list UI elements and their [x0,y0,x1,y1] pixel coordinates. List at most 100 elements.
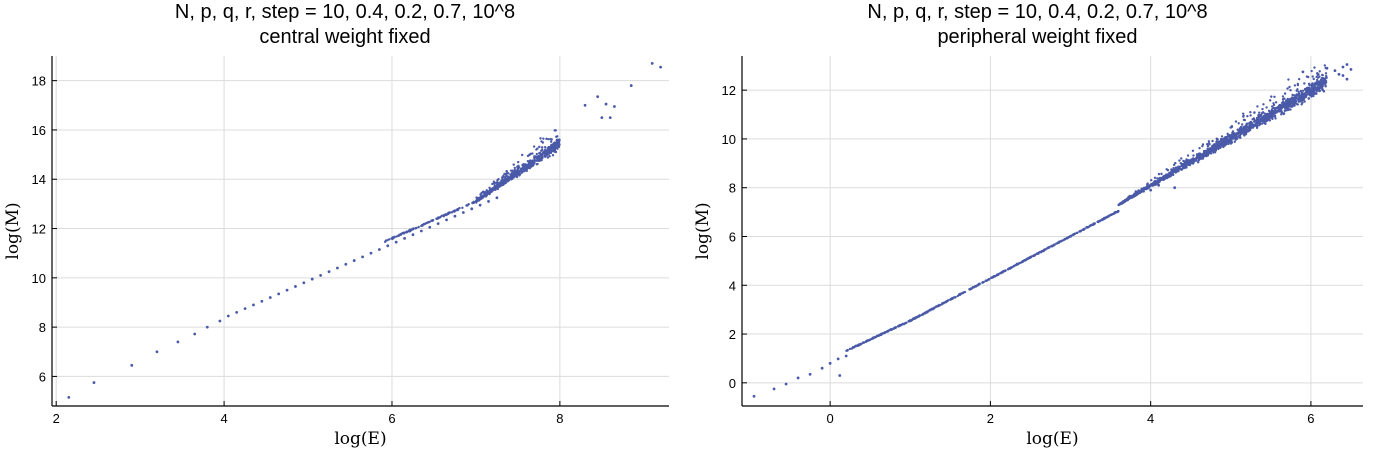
cloud-point [477,198,480,201]
cloud-point [1182,159,1185,163]
cloud-point [1293,104,1296,107]
cloud-point [1246,122,1249,125]
cloud-point [1300,99,1304,103]
cloud-point [417,225,420,229]
cloud-point [517,170,521,173]
cloud-point [509,175,512,179]
cloud-point [1293,102,1297,105]
cloud-point [493,182,496,185]
cloud-point [865,339,868,343]
cloud-point [1270,111,1273,114]
data-point-15 [1349,68,1353,71]
cloud-point [1298,96,1301,99]
cloud-point [1098,219,1102,223]
cloud-point [1228,138,1231,141]
cloud-point [1211,145,1214,148]
cloud-point [954,295,957,299]
y-tick-label-0: 0 [729,376,736,391]
cloud-point [1153,176,1157,179]
cloud-point [1267,109,1271,113]
cloud-point [548,155,551,158]
cloud-point [446,212,450,215]
cloud-point [1274,117,1277,120]
data-point-8 [226,314,230,318]
cloud-point [503,172,506,176]
data-point-3 [796,376,800,380]
cloud-point [1057,241,1061,244]
cloud-point [1323,64,1327,67]
cloud-point [1301,101,1304,105]
cloud-point [1315,78,1319,82]
cloud-point [481,196,484,199]
cloud-point [509,173,512,177]
cloud-point [936,305,939,308]
cloud-point [1166,174,1169,177]
cloud-point [1234,132,1237,136]
cloud-point [1160,172,1163,176]
cloud-point [538,159,541,162]
cloud-point [1324,72,1328,75]
cloud-point [1274,101,1278,104]
cloud-point [1142,187,1145,191]
data-point-20 [327,270,331,274]
data-point-33 [436,222,440,226]
data-point-19 [319,273,323,277]
cloud-point [1159,177,1162,181]
cloud-point [1229,142,1233,145]
cloud-point [1281,95,1285,98]
cloud-point [1014,264,1017,267]
cloud-point [1316,83,1320,86]
y-tick-label-6: 12 [722,83,736,98]
data-point-39 [487,200,490,203]
cloud-point [1180,167,1184,171]
cloud-point [529,160,532,163]
cloud-point [963,290,967,294]
cloud-point [1184,165,1188,169]
chart-panel-right: N, p, q, r, step = 10, 0.4, 0.2, 0.7, 10… [692,0,1383,451]
cloud-point [491,187,495,190]
cloud-point [1273,115,1277,118]
cloud-point [554,129,557,132]
y-tick-label-1: 8 [39,320,46,335]
cloud-point [1249,114,1252,117]
cloud-point [1273,95,1276,99]
cloud-point [510,178,513,181]
cloud-point [1238,134,1241,138]
data-point-32 [428,225,432,229]
cloud-point [875,335,878,338]
y-tick-label-0: 6 [39,369,46,384]
cloud-point [516,173,519,177]
cloud-point [1206,147,1209,151]
cloud-point [533,161,536,164]
cloud-point [488,192,491,196]
cloud-point [1280,113,1283,116]
data-point-0 [67,395,71,399]
cloud-point [1205,142,1209,146]
cloud-point [497,177,500,181]
cloud-point [1136,191,1140,194]
cloud-point [1289,97,1292,101]
y-tick-label-2: 10 [32,271,46,286]
cloud-point [1260,122,1264,125]
cloud-point [951,296,954,300]
cloud-point [505,179,508,183]
cloud-point [941,302,944,305]
cloud-point [1108,214,1111,217]
cloud-point [1186,154,1190,157]
cloud-point [467,203,470,206]
cloud-point [1018,261,1022,265]
cloud-point [1150,178,1153,182]
cloud-point [1261,119,1265,122]
cloud-point [1242,115,1245,118]
cloud-point [1296,97,1299,100]
cloud-point [1179,161,1182,165]
cloud-point [506,175,510,178]
cloud-point [855,344,858,348]
cloud-point [558,139,561,142]
cloud-point [1156,177,1159,180]
data-point-18 [310,277,314,281]
cloud-point [1178,159,1181,162]
cloud-point [1187,163,1191,166]
cloud-point [1226,139,1229,143]
cloud-point [465,204,468,207]
